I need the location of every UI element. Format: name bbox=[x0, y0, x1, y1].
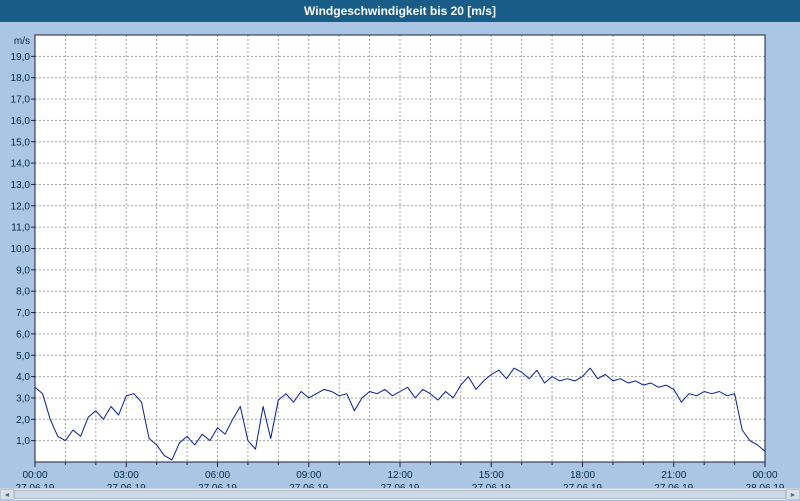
svg-text:8,0: 8,0 bbox=[16, 287, 30, 298]
y-axis-labels: m/s 19,0 18,0 17,0 16,0 15,0 14,0 13,0 12,0 11,0 1… bbox=[11, 36, 31, 447]
chart-title-bar: Windgeschwindigkeit bis 20 [m/s] bbox=[0, 0, 800, 22]
svg-text:1,0: 1,0 bbox=[16, 436, 30, 447]
svg-text:14,0: 14,0 bbox=[11, 159, 31, 170]
svg-text:2,0: 2,0 bbox=[16, 415, 30, 426]
horizontal-scrollbar[interactable]: ◄ ► bbox=[0, 488, 800, 500]
svg-text:11,0: 11,0 bbox=[11, 223, 30, 234]
scrollbar-track[interactable] bbox=[14, 489, 786, 500]
svg-text:00:00: 00:00 bbox=[22, 470, 47, 481]
svg-text:21:00: 21:00 bbox=[661, 470, 686, 481]
svg-text:10,0: 10,0 bbox=[11, 244, 31, 255]
svg-text:9,0: 9,0 bbox=[16, 265, 30, 276]
svg-text:19,0: 19,0 bbox=[11, 52, 31, 63]
chart-axes bbox=[31, 34, 766, 467]
svg-text:3,0: 3,0 bbox=[16, 393, 30, 404]
chart-series-line bbox=[34, 367, 766, 461]
svg-text:12,0: 12,0 bbox=[11, 201, 31, 212]
scroll-right-button[interactable]: ► bbox=[786, 489, 800, 500]
svg-text:03:00: 03:00 bbox=[114, 470, 139, 481]
svg-text:15,0: 15,0 bbox=[11, 137, 31, 148]
svg-text:18,0: 18,0 bbox=[11, 73, 31, 84]
svg-text:16,0: 16,0 bbox=[11, 116, 31, 127]
wind-speed-chart: m/s 19,0 18,0 17,0 16,0 15,0 14,0 13,0 12,0 11,0 1… bbox=[11, 34, 785, 494]
svg-text:09:00: 09:00 bbox=[296, 470, 321, 481]
svg-text:4,0: 4,0 bbox=[16, 372, 30, 383]
svg-text:17,0: 17,0 bbox=[11, 95, 31, 106]
svg-text:06:00: 06:00 bbox=[205, 470, 230, 481]
svg-text:13,0: 13,0 bbox=[11, 180, 31, 191]
chart-grid bbox=[35, 35, 765, 462]
scroll-left-button[interactable]: ◄ bbox=[0, 489, 14, 500]
page-title: Windgeschwindigkeit bis 20 [m/s] bbox=[304, 4, 496, 18]
svg-text:6,0: 6,0 bbox=[16, 329, 30, 340]
svg-text:m/s: m/s bbox=[14, 36, 30, 47]
svg-text:7,0: 7,0 bbox=[16, 308, 30, 319]
svg-text:00:00: 00:00 bbox=[752, 470, 777, 481]
svg-text:12:00: 12:00 bbox=[387, 470, 412, 481]
svg-text:5,0: 5,0 bbox=[16, 351, 30, 362]
svg-text:15:00: 15:00 bbox=[479, 470, 504, 481]
scrollbar-thumb[interactable] bbox=[14, 490, 786, 499]
svg-text:18:00: 18:00 bbox=[570, 470, 595, 481]
x-axis-labels: 00:0027.06.1903:0027.06.1906:0027.06.190… bbox=[16, 470, 785, 494]
chart-area: m/s 19,0 18,0 17,0 16,0 15,0 14,0 13,0 12,0 11,0 1… bbox=[0, 22, 800, 494]
